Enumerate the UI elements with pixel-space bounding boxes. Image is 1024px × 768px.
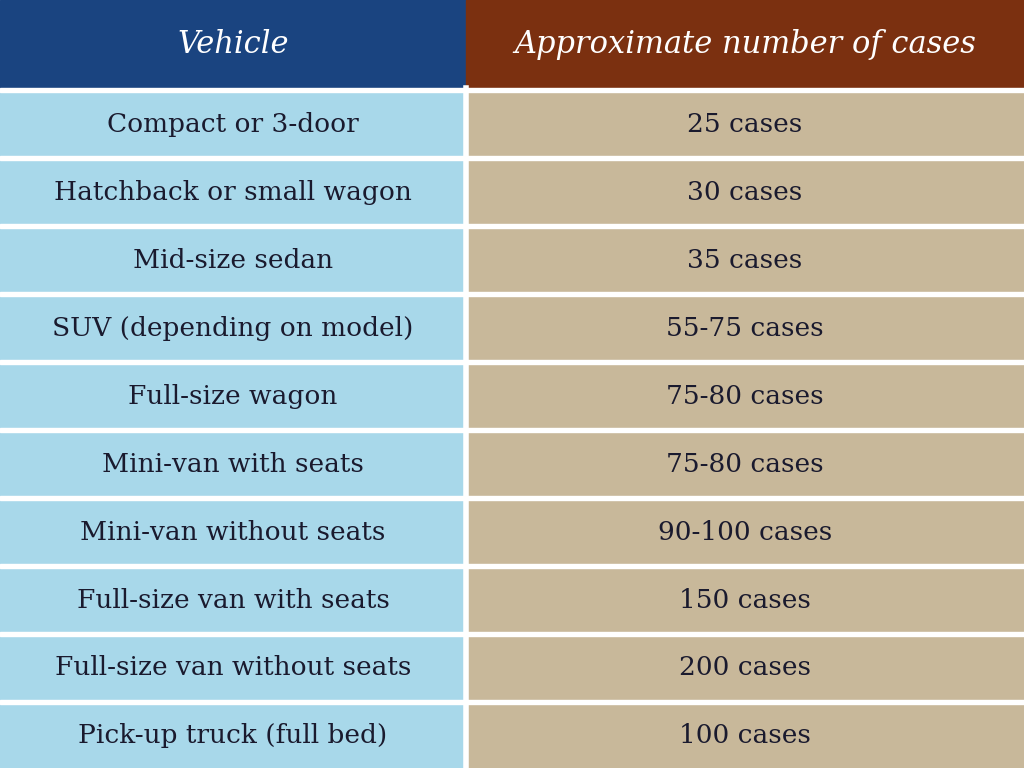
Bar (0, 0, 466, 88)
Text: Pick-up truck (full bed): Pick-up truck (full bed) (78, 723, 388, 749)
Bar (466, 636, 1024, 700)
Text: 75-80 cases: 75-80 cases (667, 452, 823, 477)
Text: Mid-size sedan: Mid-size sedan (133, 247, 333, 273)
Text: 35 cases: 35 cases (687, 247, 803, 273)
Bar (466, 0, 1024, 88)
Bar (0, 432, 466, 496)
Text: Mini-van with seats: Mini-van with seats (102, 452, 364, 477)
Bar (0, 500, 466, 564)
Bar (466, 92, 1024, 157)
Text: Compact or 3-door: Compact or 3-door (108, 111, 358, 137)
Bar (0, 88, 1024, 92)
Bar (0, 228, 466, 293)
Bar (0, 429, 1024, 432)
Bar (466, 500, 1024, 564)
Text: Approximate number of cases: Approximate number of cases (514, 28, 976, 60)
Bar (466, 704, 1024, 768)
Text: 150 cases: 150 cases (679, 588, 811, 613)
Bar (0, 364, 466, 429)
Text: Vehicle: Vehicle (177, 28, 289, 60)
Text: Full-size van with seats: Full-size van with seats (77, 588, 389, 613)
Text: Hatchback or small wagon: Hatchback or small wagon (54, 180, 412, 205)
Bar (0, 632, 1024, 636)
Text: 30 cases: 30 cases (687, 180, 803, 205)
Bar (0, 564, 1024, 568)
Bar (0, 157, 1024, 161)
Bar (0, 636, 466, 700)
Text: SUV (depending on model): SUV (depending on model) (52, 316, 414, 341)
Bar (0, 92, 466, 157)
Bar (0, 568, 466, 632)
Bar (0, 293, 1024, 296)
Text: Full-size wagon: Full-size wagon (128, 383, 338, 409)
Bar (466, 296, 1024, 360)
Text: Mini-van without seats: Mini-van without seats (80, 519, 386, 545)
Text: 90-100 cases: 90-100 cases (657, 519, 833, 545)
Bar (466, 161, 1024, 224)
Text: 200 cases: 200 cases (679, 655, 811, 680)
Bar (466, 228, 1024, 293)
Bar (0, 360, 1024, 364)
Text: Full-size van without seats: Full-size van without seats (54, 655, 412, 680)
Text: 25 cases: 25 cases (687, 111, 803, 137)
Text: 75-80 cases: 75-80 cases (667, 383, 823, 409)
Text: 55-75 cases: 55-75 cases (667, 316, 823, 341)
Bar (0, 224, 1024, 228)
Bar (0, 700, 1024, 704)
Bar (0, 296, 466, 360)
Text: 100 cases: 100 cases (679, 723, 811, 749)
Bar (466, 364, 1024, 429)
Bar (466, 568, 1024, 632)
Bar (0, 496, 1024, 500)
Bar (0, 161, 466, 224)
Bar (0, 704, 466, 768)
Bar (466, 432, 1024, 496)
